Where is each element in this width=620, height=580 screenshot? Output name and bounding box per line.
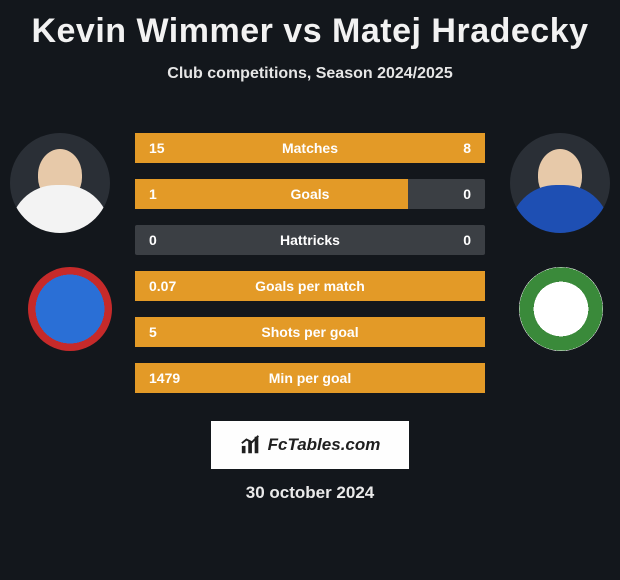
player-right-avatar <box>510 133 610 233</box>
brand-logo: FcTables.com <box>240 434 381 456</box>
stats-list: 15Matches81Goals00Hattricks00.07Goals pe… <box>135 133 485 409</box>
stat-value-right: 8 <box>425 140 485 156</box>
stat-value-right: 0 <box>425 186 485 202</box>
chart-icon <box>240 434 262 456</box>
club-right-badge <box>519 267 603 351</box>
stat-label: Min per goal <box>195 370 425 386</box>
stat-row: 1Goals0 <box>135 179 485 209</box>
stat-label: Goals per match <box>195 278 425 294</box>
stat-value-left: 1 <box>135 186 195 202</box>
stat-row: 0Hattricks0 <box>135 225 485 255</box>
stat-value-left: 0.07 <box>135 278 195 294</box>
stat-label: Matches <box>195 140 425 156</box>
stat-row: 0.07Goals per match <box>135 271 485 301</box>
stat-value-left: 5 <box>135 324 195 340</box>
stat-value-left: 1479 <box>135 370 195 386</box>
stat-row: 5Shots per goal <box>135 317 485 347</box>
stat-label: Shots per goal <box>195 324 425 340</box>
stat-value-left: 15 <box>135 140 195 156</box>
brand-text: FcTables.com <box>268 435 381 455</box>
comparison-panel: 15Matches81Goals00Hattricks00.07Goals pe… <box>0 113 620 413</box>
subtitle: Club competitions, Season 2024/2025 <box>0 65 620 83</box>
date-label: 30 october 2024 <box>0 483 620 503</box>
brand-box: FcTables.com <box>211 421 409 469</box>
page-title: Kevin Wimmer vs Matej Hradecky <box>0 12 620 51</box>
stat-row: 15Matches8 <box>135 133 485 163</box>
club-left-badge <box>28 267 112 351</box>
stat-value-left: 0 <box>135 232 195 248</box>
stat-label: Hattricks <box>195 232 425 248</box>
player-left-avatar <box>10 133 110 233</box>
stat-label: Goals <box>195 186 425 202</box>
stat-value-right: 0 <box>425 232 485 248</box>
stat-row: 1479Min per goal <box>135 363 485 393</box>
